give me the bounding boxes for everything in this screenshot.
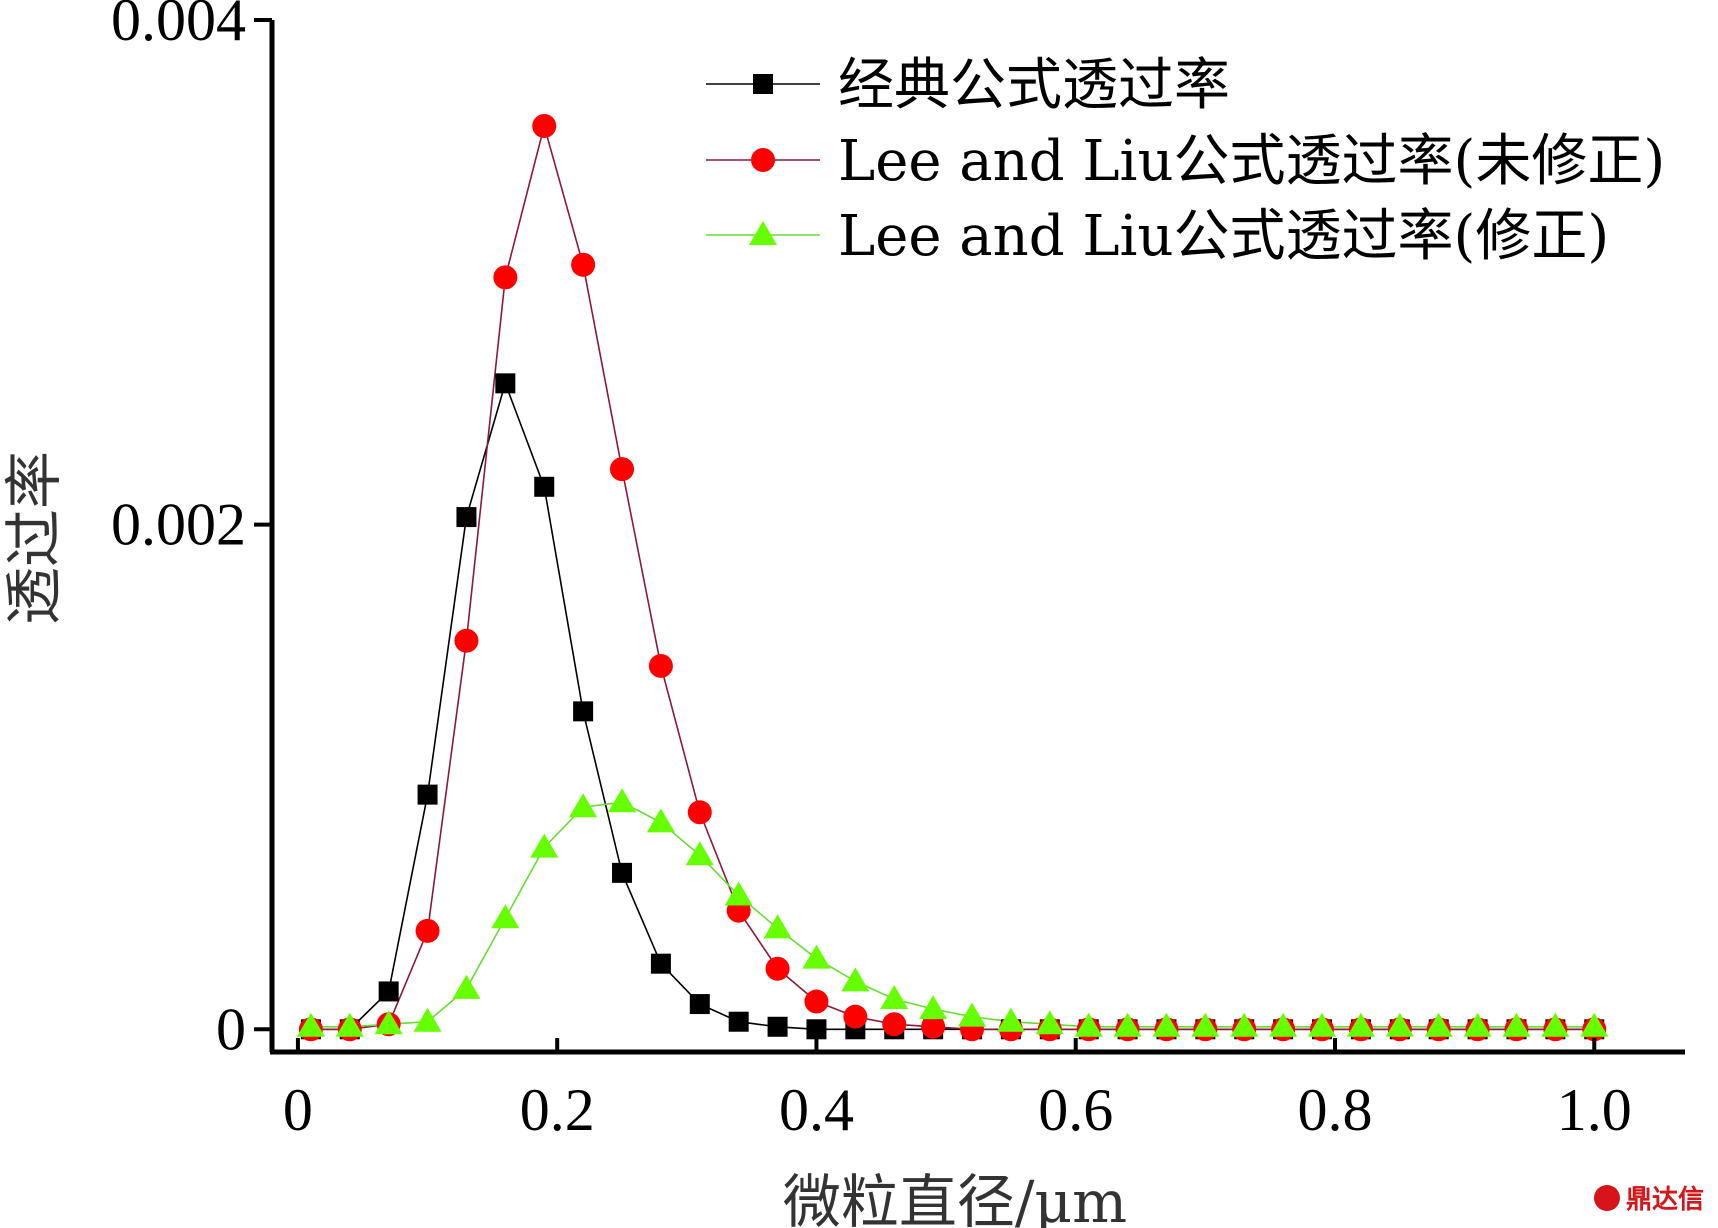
series-3-point bbox=[335, 1012, 364, 1037]
x-tick-label: 0.6 bbox=[1038, 1077, 1113, 1143]
series-3-point bbox=[763, 914, 792, 939]
series-1-point bbox=[456, 507, 477, 528]
series-1-point bbox=[573, 701, 594, 722]
series-2-point bbox=[843, 1004, 868, 1029]
series-1-point bbox=[767, 1016, 788, 1037]
series-3-point bbox=[296, 1012, 325, 1037]
series-2-point bbox=[921, 1014, 946, 1039]
y-tick-label: 0.004 bbox=[111, 0, 246, 53]
series-1-point bbox=[689, 994, 710, 1015]
series-3-point bbox=[491, 904, 520, 929]
series-3-point bbox=[1346, 1012, 1375, 1037]
series-3-point bbox=[1580, 1012, 1609, 1037]
legend-marker-3 bbox=[749, 221, 777, 245]
series-3-point bbox=[1424, 1012, 1453, 1037]
series-3-point bbox=[1191, 1012, 1220, 1037]
series-3-point bbox=[1385, 1012, 1414, 1037]
series-2-point bbox=[571, 252, 596, 277]
series-1-point bbox=[495, 373, 516, 394]
series-2-point bbox=[765, 956, 790, 981]
x-tick-label: 0.8 bbox=[1297, 1077, 1372, 1143]
series-3-point bbox=[996, 1007, 1025, 1032]
series-3-point bbox=[1152, 1012, 1181, 1037]
series-3-point bbox=[646, 808, 675, 833]
x-tick-label: 1.0 bbox=[1557, 1077, 1632, 1143]
legend-marker-1 bbox=[753, 74, 773, 94]
series-3-point bbox=[880, 985, 909, 1010]
legend-label-2: Lee and Liu公式透过率(未修正) bbox=[838, 129, 1665, 194]
series-2-point bbox=[882, 1012, 907, 1037]
watermark: 鼎达信 bbox=[1593, 1179, 1704, 1216]
watermark-logo-icon bbox=[1593, 1184, 1620, 1211]
series-3-point bbox=[1269, 1012, 1298, 1037]
series-2-point bbox=[804, 989, 829, 1014]
series-3-point bbox=[1541, 1012, 1570, 1037]
series-3-point bbox=[569, 793, 598, 818]
series-1-point bbox=[806, 1019, 827, 1040]
series-3-point bbox=[452, 974, 481, 999]
series-1-point bbox=[417, 784, 438, 805]
y-tick-label: 0.002 bbox=[111, 492, 246, 558]
series-2-point bbox=[648, 653, 673, 678]
series-3-point bbox=[1074, 1012, 1103, 1037]
series-1-point bbox=[728, 1011, 749, 1032]
series-3-point bbox=[1230, 1012, 1259, 1037]
x-tick-label: 0.2 bbox=[520, 1077, 595, 1143]
series-2-point bbox=[532, 113, 557, 138]
x-tick-label: 0.4 bbox=[779, 1077, 854, 1143]
series-3-point bbox=[530, 833, 559, 858]
series-line-2 bbox=[310, 122, 1595, 1031]
series-3-point bbox=[608, 788, 637, 813]
ticks: 0 0.2 0.4 0.6 0.8 1.0 0 0.002 0.004 bbox=[111, 0, 1632, 1143]
y-tick-label: 0 bbox=[216, 996, 246, 1062]
x-axis-title: 微粒直径/μm bbox=[783, 1168, 1127, 1228]
series-line-1 bbox=[310, 380, 1595, 1031]
watermark-text: 鼎达信 bbox=[1625, 1185, 1704, 1215]
series-3-point bbox=[841, 967, 870, 992]
legend-label-3: Lee and Liu公式透过率(修正) bbox=[838, 204, 1609, 269]
legend-marker-2 bbox=[751, 148, 775, 172]
series-2-point bbox=[610, 457, 635, 482]
series-3-point bbox=[1308, 1012, 1337, 1037]
series-2-point bbox=[493, 265, 518, 290]
plot-markers bbox=[296, 113, 1609, 1042]
series-line-3 bbox=[310, 801, 1595, 1028]
series-3-point bbox=[1502, 1012, 1531, 1037]
series-3-point bbox=[802, 944, 831, 969]
legend: 经典公式透过率 Lee and Liu公式透过率(未修正) Lee and Liu公… bbox=[706, 53, 1665, 269]
series-2-point bbox=[415, 918, 440, 943]
series-3-point bbox=[1035, 1010, 1064, 1035]
series-3-point bbox=[685, 841, 714, 866]
y-axis-title: 透过率 bbox=[0, 451, 68, 625]
series-2-point bbox=[687, 800, 712, 825]
axes bbox=[269, 20, 1685, 1055]
series-1-point bbox=[534, 476, 555, 497]
series-1-point bbox=[650, 953, 671, 974]
series-3-point bbox=[413, 1007, 442, 1032]
series-2-point bbox=[454, 628, 479, 653]
series-3-point bbox=[1113, 1012, 1142, 1037]
plot-lines bbox=[310, 122, 1595, 1031]
series-3-point bbox=[374, 1010, 403, 1035]
series-3-point bbox=[1463, 1012, 1492, 1037]
series-3-point bbox=[919, 995, 948, 1020]
legend-label-1: 经典公式透过率 bbox=[838, 53, 1230, 118]
x-tick-label: 0 bbox=[283, 1077, 313, 1143]
series-3-point bbox=[724, 881, 753, 906]
series-1-point bbox=[612, 862, 633, 883]
series-1-point bbox=[378, 981, 399, 1002]
series-3-point bbox=[958, 1002, 987, 1027]
